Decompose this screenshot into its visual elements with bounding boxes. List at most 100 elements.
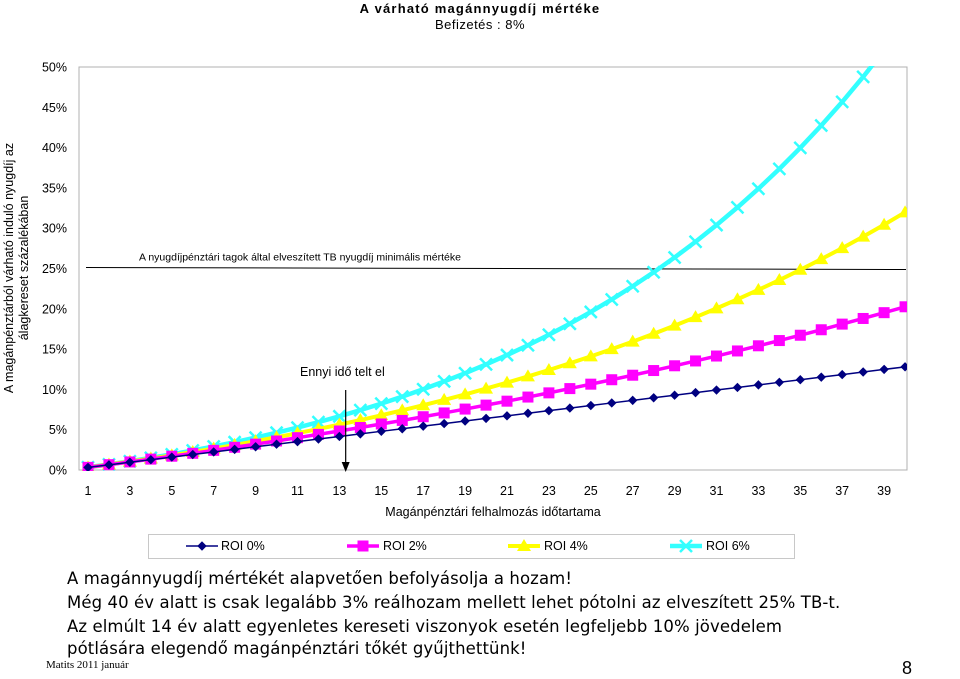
data-point-roi-4 [416,398,431,411]
annotation-label: Ennyi idő telt el [300,365,385,379]
data-point-roi-2 [836,318,848,330]
data-point-roi-0 [565,403,575,413]
data-point-roi-6 [730,200,745,215]
data-point-roi-4 [500,375,514,388]
chart-subtitle: Befizetés : 8% [434,17,526,32]
chart-title: A várható magánnyugdíj mértéke [359,1,601,16]
data-point-roi-6 [416,382,431,397]
data-point-roi-2 [543,387,555,399]
data-point-roi-6 [835,95,850,109]
x-tick-label: 31 [710,484,724,498]
data-point-roi-0 [837,369,847,380]
x-tick-label: 19 [458,484,472,498]
data-point-roi-2 [794,329,806,341]
data-point-roi-0 [271,439,282,449]
x-tick-label: 27 [626,484,640,498]
data-point-roi-0 [208,447,219,457]
data-point-roi-4 [604,342,619,355]
data-point-roi-0 [816,372,826,382]
data-point-roi-4 [709,301,724,314]
data-point-roi-6 [479,357,493,372]
page-number: 8 [902,658,913,678]
series-roi-0 [83,362,907,471]
x-tick-label: 13 [332,484,346,498]
x-tick-label: 33 [751,484,765,498]
y-axis-label-line-1: A magánpénztárból várható induló nyugdíj… [2,143,16,393]
data-point-roi-4 [646,326,661,339]
x-tick-label: 15 [374,484,388,498]
data-point-roi-2 [585,378,597,390]
data-point-roi-0 [167,452,177,462]
data-point-roi-6 [646,265,661,280]
data-point-roi-6 [332,409,347,424]
x-tick-label: 1 [85,484,92,498]
data-point-roi-4 [479,381,494,394]
legend-symbol-roi-2 [357,540,369,552]
y-tick-label: 20% [42,302,67,316]
data-point-roi-0 [753,380,764,390]
x-tick-label: 7 [210,484,217,498]
x-tick-label: 11 [291,484,304,498]
data-point-roi-2 [375,418,387,430]
data-point-roi-4 [395,403,410,416]
legend-label-roi-0: ROI 0% [221,539,265,553]
data-point-roi-4 [730,292,745,305]
data-point-roi-0 [732,382,743,393]
x-tick-label: 3 [126,484,133,498]
data-point-roi-4 [520,369,535,382]
data-point-roi-6 [751,181,766,196]
data-point-roi-2 [899,301,907,313]
data-point-roi-0 [502,411,512,421]
data-point-roi-0 [250,442,261,452]
y-tick-label: 45% [42,101,67,115]
data-point-roi-6 [458,366,472,381]
data-point-roi-4 [793,262,808,275]
data-point-roi-4 [583,349,598,362]
data-point-roi-2 [438,407,450,419]
data-point-roi-4 [374,408,389,421]
legend-label-roi-6: ROI 6% [706,539,750,553]
data-point-roi-0 [795,375,806,385]
data-point-roi-4 [458,387,473,400]
data-point-roi-0 [690,387,701,398]
x-tick-label: 17 [416,484,430,498]
data-point-roi-0 [774,377,785,388]
data-point-roi-0 [460,416,470,426]
data-point-roi-0 [83,462,93,471]
y-tick-label: 5% [49,423,67,437]
data-point-roi-4 [856,229,871,242]
data-point-roi-0 [146,454,156,465]
data-point-roi-6 [542,327,556,342]
series-line-roi-0 [87,366,906,469]
y-axis-label-line-2: álagkereset százalékában [17,196,31,341]
data-point-roi-2 [333,425,345,437]
data-point-roi-0 [858,367,868,377]
message-line-4: pótlására elegendő magánpénztári tőkét g… [67,639,527,658]
data-point-roi-6 [500,348,514,362]
series-line-roi-4 [87,210,907,470]
data-point-roi-4 [772,273,787,286]
data-point-roi-6 [604,292,619,307]
legend-symbol-roi-0 [197,541,207,551]
data-point-roi-2 [459,403,471,415]
x-tick-label: 35 [793,484,807,498]
data-point-roi-2 [564,383,576,395]
data-point-roi-6 [667,250,682,265]
data-point-roi-4 [898,205,907,218]
data-point-roi-6 [856,69,871,84]
legend-marker-roi-2 [347,540,379,552]
data-point-roi-2 [752,340,764,352]
data-point-roi-0 [648,393,659,403]
data-point-roi-6 [793,140,808,155]
x-tick-label: 5 [168,484,175,498]
data-point-roi-6 [878,44,890,56]
y-tick-label: 10% [42,383,67,397]
data-point-roi-0 [544,405,554,416]
data-point-roi-0 [376,426,387,437]
data-point-roi-2 [773,335,785,347]
annotation-arrow-head [341,462,350,472]
data-point-roi-0 [418,421,428,431]
data-point-roi-6 [437,374,452,389]
data-point-roi-0 [292,436,303,447]
